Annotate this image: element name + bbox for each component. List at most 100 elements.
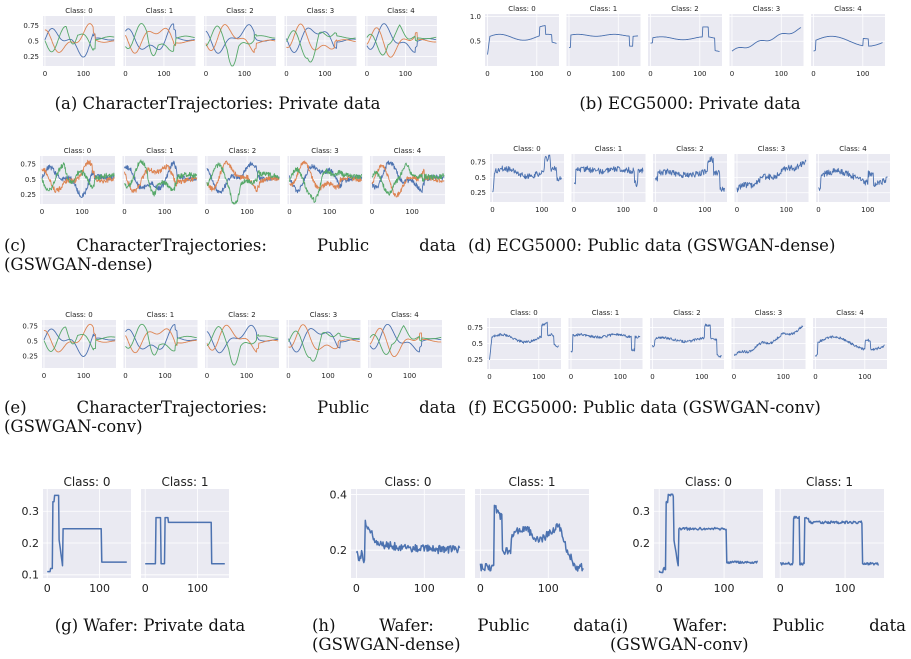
x-tick-label: 0 xyxy=(811,70,815,78)
x-tick-label: 100 xyxy=(612,70,625,78)
panel-f-2: Class: 2 0 100 xyxy=(650,309,724,381)
x-tick-label: 0 xyxy=(365,70,369,78)
x-tick-label: 100 xyxy=(405,208,418,216)
panel-title: Class: 1 xyxy=(146,147,173,155)
series-line-green xyxy=(369,325,442,355)
panel-background xyxy=(811,14,885,66)
y-tick-label: 0.25 xyxy=(467,356,483,364)
y-tick-label: 0.5 xyxy=(27,337,38,345)
panel-title: Class: 0 xyxy=(63,475,110,489)
panel-background xyxy=(654,489,763,578)
x-tick-label: 100 xyxy=(617,206,630,214)
x-tick-label: 0 xyxy=(353,582,360,595)
x-tick-label: 100 xyxy=(240,208,253,216)
series-line-blue xyxy=(492,154,562,193)
x-tick-label: 0 xyxy=(40,208,44,216)
series-line-orange xyxy=(44,23,115,53)
series-line-green xyxy=(125,323,197,356)
chart-b: Class: 0 0 100 0.5 1.0 Class: 1 0 100 Class: 2 0 1… xyxy=(470,5,885,78)
panel-title: Class: 1 xyxy=(146,7,173,15)
y-tick-label: 0.25 xyxy=(23,53,39,61)
chart-h: Class: 0 0 100 0.2 0.4 Class: 1 0 100 xyxy=(330,475,589,595)
panel-background xyxy=(42,320,116,368)
series-line-blue xyxy=(568,33,639,49)
x-tick-label: 100 xyxy=(858,373,871,381)
series-line-blue xyxy=(489,321,559,360)
chart-g: Class: 0 0 100 0.1 0.2 0.3 Class: 1 0 100 xyxy=(22,475,229,595)
x-tick-label: 100 xyxy=(695,373,708,381)
x-tick-label: 0 xyxy=(205,208,209,216)
series-line-green xyxy=(124,159,198,197)
y-tick-label: 0.75 xyxy=(467,324,483,332)
x-tick-label: 0 xyxy=(205,372,209,380)
series-line-green xyxy=(289,166,363,203)
x-tick-label: 100 xyxy=(835,582,856,595)
x-tick-label: 100 xyxy=(693,70,706,78)
x-tick-label: 100 xyxy=(856,70,869,78)
caption-g: (g) Wafer: Private data xyxy=(54,616,246,635)
panel-title: Class: 0 xyxy=(513,145,540,153)
y-tick-label: 0.75 xyxy=(22,322,38,330)
x-tick-label: 100 xyxy=(318,70,331,78)
panel-e-2: Class: 2 0 100 xyxy=(205,311,279,380)
x-tick-label: 0 xyxy=(122,208,126,216)
x-tick-label: 0 xyxy=(142,582,149,595)
panel-title: Class: 4 xyxy=(836,309,864,317)
panel-b-3: Class: 3 0 100 xyxy=(729,5,804,78)
series-line-orange xyxy=(124,27,195,54)
panel-title: Class: 3 xyxy=(758,145,785,153)
caption-e: (e) CharacterTrajectories: Public data (G… xyxy=(4,398,456,436)
panel-title: Class: 3 xyxy=(310,311,337,319)
x-tick-label: 0 xyxy=(287,208,291,216)
y-tick-label: 0.5 xyxy=(475,174,486,182)
panel-title: Class: 1 xyxy=(806,475,853,489)
series-line-green xyxy=(371,162,445,196)
panel-c-4: Class: 4 0 100 xyxy=(370,147,445,216)
panel-f-3: Class: 3 0 100 xyxy=(731,309,806,381)
panel-title: Class: 2 xyxy=(671,5,698,13)
series-line-orange xyxy=(289,160,363,191)
panel-d-0: Class: 0 0 100 0.25 0.5 0.75 xyxy=(470,145,564,214)
series-line-orange xyxy=(206,324,279,353)
x-tick-label: 0 xyxy=(732,373,736,381)
panel-title: Class: 0 xyxy=(508,5,535,13)
x-tick-label: 100 xyxy=(535,206,548,214)
panel-i-0: Class: 0 0 100 0.2 0.3 xyxy=(633,475,763,595)
panel-h-1: Class: 1 0 100 xyxy=(475,475,589,595)
panel-c-3: Class: 3 0 100 xyxy=(287,147,363,216)
panel-title: Class: 2 xyxy=(676,145,703,153)
panel-title: Class: 1 xyxy=(590,5,617,13)
panel-title: Class: 3 xyxy=(311,147,338,155)
series-line-orange xyxy=(205,24,276,54)
x-tick-label: 100 xyxy=(614,373,627,381)
y-tick-label: 0.75 xyxy=(470,158,486,166)
panel-a-2: Class: 2 0 100 xyxy=(204,7,276,78)
series-line-blue xyxy=(145,516,225,565)
panel-title: Class: 2 xyxy=(226,7,253,15)
panel-title: Class: 0 xyxy=(65,7,92,15)
series-line-blue xyxy=(44,28,115,58)
caption-d: (d) ECG5000: Public data (GSWGAN-dense) xyxy=(468,236,836,255)
panel-title: Class: 3 xyxy=(755,309,782,317)
series-line-blue xyxy=(734,325,804,356)
series-line-orange xyxy=(124,164,198,193)
y-tick-label: 0.75 xyxy=(20,160,36,168)
y-tick-label: 0.4 xyxy=(330,488,348,501)
panel-g-0: Class: 0 0 100 0.1 0.2 0.3 xyxy=(22,475,131,595)
x-tick-label: 100 xyxy=(157,70,170,78)
series-line-blue xyxy=(479,504,584,572)
x-tick-label: 0 xyxy=(656,582,663,595)
y-tick-label: 0.25 xyxy=(20,191,36,199)
panel-b-2: Class: 2 0 100 xyxy=(648,5,722,78)
x-tick-label: 100 xyxy=(77,372,90,380)
y-tick-label: 0.1 xyxy=(22,569,40,582)
y-tick-label: 0.25 xyxy=(470,189,486,197)
panel-c-2: Class: 2 0 100 xyxy=(205,147,280,216)
series-line-blue xyxy=(815,335,885,357)
series-line-green xyxy=(44,26,115,53)
x-tick-label: 100 xyxy=(530,70,543,78)
series-line-blue xyxy=(371,160,445,194)
series-line-green xyxy=(288,330,360,362)
series-line-orange xyxy=(41,159,115,193)
